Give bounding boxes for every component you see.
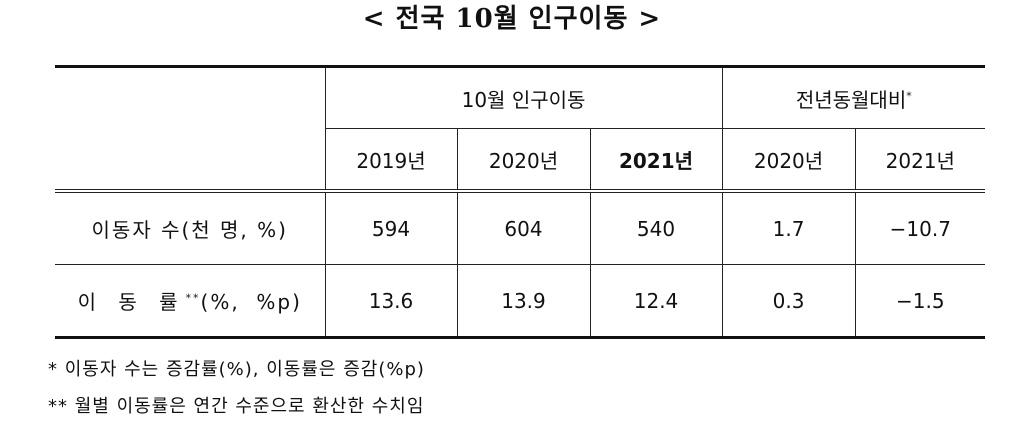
row-label-text: 이 동 률: [77, 290, 186, 314]
footnote-mark: *: [906, 88, 912, 102]
title: < 전국 10월 인구이동 >: [362, 4, 662, 34]
row-label-unit: (%, %p): [200, 290, 302, 314]
footnote-mark: **: [185, 291, 201, 305]
year-header: 2021년: [589, 128, 723, 193]
group-header: 전년동월대비*: [721, 65, 986, 129]
cell: 0.3: [721, 264, 856, 339]
footnote: * 이동자 수는 증감률(%), 이동률은 증감(%p): [48, 359, 425, 380]
group-header-text: 전년동월대비: [795, 87, 907, 112]
group-header: 10월 인구이동: [324, 65, 723, 129]
data-row: 이 동 률**(%, %p) 13.6 13.9 12.4 0.3 −1.5: [55, 264, 986, 339]
year-header: 2020년: [456, 128, 590, 193]
data-table: 10월 인구이동 전년동월대비* 2019년 2020년 2021년 2020년…: [55, 65, 986, 339]
corner-cell: [55, 65, 325, 193]
footnote: ** 월별 이동률은 연간 수준으로 환산한 수치임: [48, 396, 425, 417]
cell: 594: [324, 191, 457, 265]
cell: 12.4: [589, 264, 723, 339]
cell: −10.7: [854, 191, 986, 265]
cell: 13.9: [456, 264, 590, 339]
year-header: 2019년: [324, 128, 457, 193]
cell: 13.6: [324, 264, 457, 339]
group-header-text: 10월 인구이동: [461, 87, 586, 112]
year-header: 2020년: [721, 128, 856, 193]
cell: 604: [456, 191, 590, 265]
cell: 540: [589, 191, 723, 265]
year-row: 2019년 2020년 2021년 2020년 2021년: [55, 128, 986, 193]
row-label: 이 동 률**(%, %p): [55, 264, 325, 339]
header-row: 10월 인구이동 전년동월대비*: [55, 65, 986, 193]
cell: 1.7: [721, 191, 856, 265]
cell: −1.5: [854, 264, 986, 339]
row-label: 이동자 수(천 명, %): [55, 191, 325, 265]
data-row: 이동자 수(천 명, %) 594 604 540 1.7 −10.7: [55, 191, 986, 265]
year-header: 2021년: [854, 128, 986, 193]
